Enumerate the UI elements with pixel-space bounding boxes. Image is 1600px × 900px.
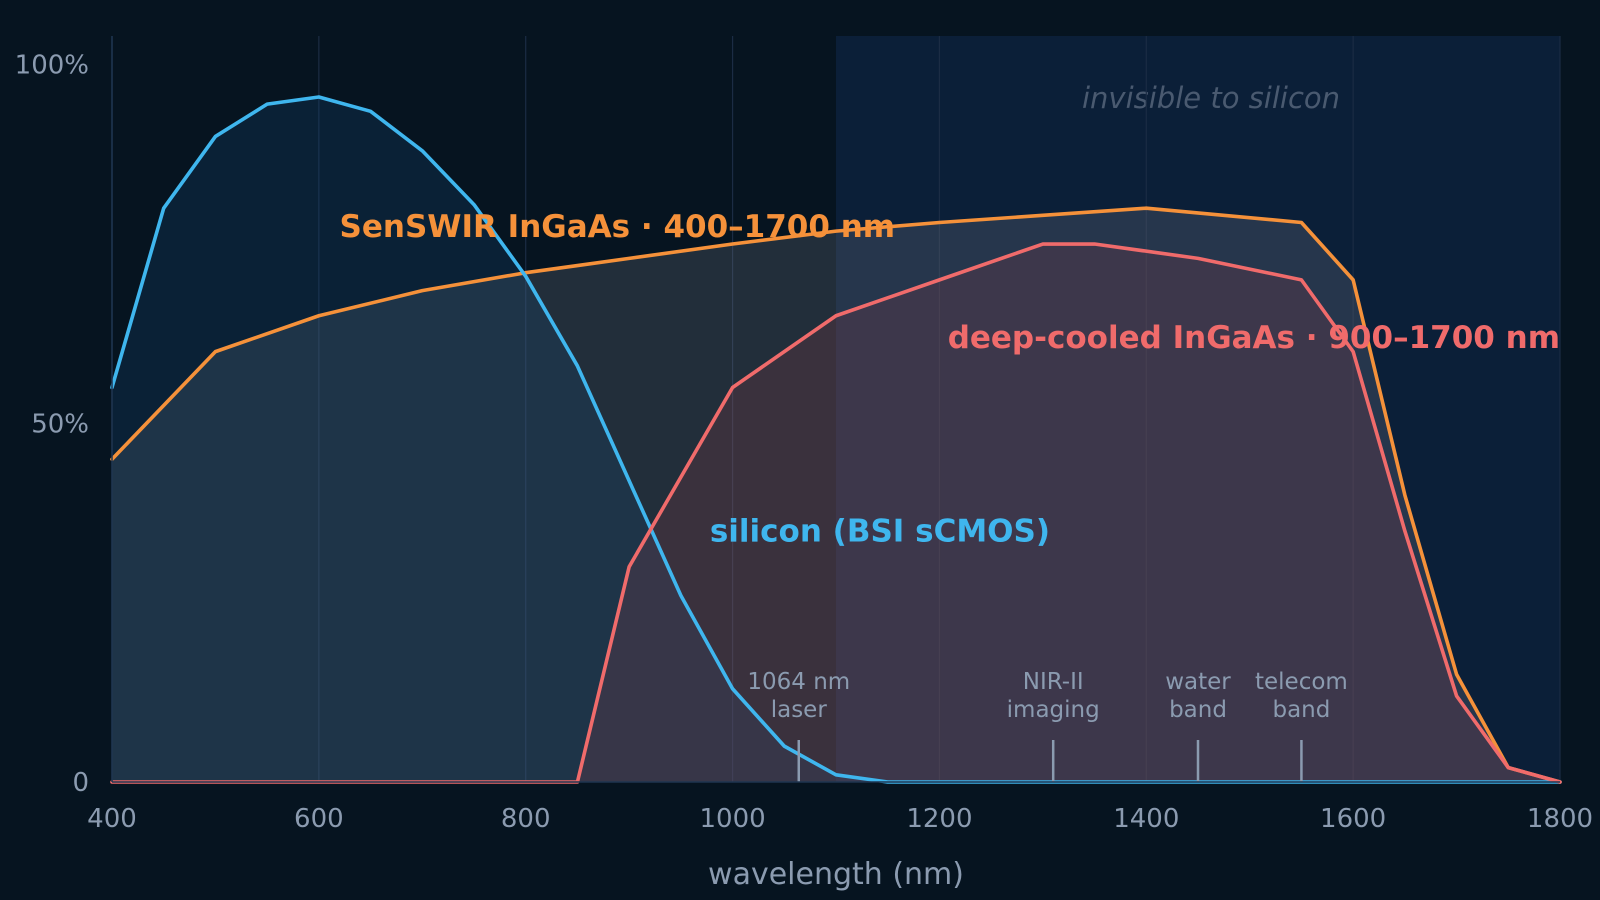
y-tick-label: 100% <box>15 51 89 81</box>
series-line-senswir <box>110 206 1562 784</box>
series-fill-deepcooled <box>112 244 1560 782</box>
series-labels: SenSWIR InGaAs · 400–1700 nm silicon (BSI… <box>340 209 1560 550</box>
invisible-region <box>836 36 1560 782</box>
y-tick-label: 0 <box>72 768 89 798</box>
marker-label: 1064 nm <box>747 669 850 695</box>
x-tick-label: 1400 <box>1113 804 1179 834</box>
series-label-senswir: SenSWIR InGaAs · 400–1700 nm <box>340 209 896 245</box>
x-tick-label: 1600 <box>1320 804 1386 834</box>
series-fill-senswir <box>112 208 1560 783</box>
x-tick-label: 1000 <box>699 804 765 834</box>
marker-label: imaging <box>1007 697 1100 723</box>
marker-label: band <box>1272 697 1330 723</box>
series-lines <box>110 95 1562 784</box>
series-line-deepcooled <box>110 242 1562 784</box>
series-label-deepcooled: deep-cooled InGaAs · 900–1700 nm <box>948 320 1560 356</box>
series-fills <box>112 96 1560 783</box>
series-label-silicon: silicon (BSI sCMOS) <box>710 514 1050 550</box>
x-tick-label: 1200 <box>906 804 972 834</box>
x-tick-label: 1800 <box>1527 804 1593 834</box>
series-fill-silicon <box>112 96 1560 783</box>
series-line-silicon <box>110 95 1562 784</box>
invisible-region-label: invisible to silicon <box>1082 81 1340 115</box>
marker-label: water <box>1165 669 1231 695</box>
wavelength-markers: 1064 nmlaserNIR-IIimagingwaterbandteleco… <box>747 669 1348 782</box>
marker-label: band <box>1169 697 1227 723</box>
marker-label: laser <box>771 697 828 723</box>
x-tick-label: 600 <box>294 804 344 834</box>
axes: 400 600 800 1000 1200 1400 1600 1800 0 50% 100% <box>15 36 1593 834</box>
x-axis-title: wavelength (nm) <box>708 857 964 892</box>
y-tick-label: 50% <box>31 409 89 439</box>
marker-label: telecom <box>1255 669 1348 695</box>
x-tick-label: 800 <box>501 804 551 834</box>
x-tick-label: 400 <box>87 804 137 834</box>
shaded-region-group: invisible to silicon <box>836 36 1560 782</box>
marker-label: NIR-II <box>1023 669 1084 695</box>
